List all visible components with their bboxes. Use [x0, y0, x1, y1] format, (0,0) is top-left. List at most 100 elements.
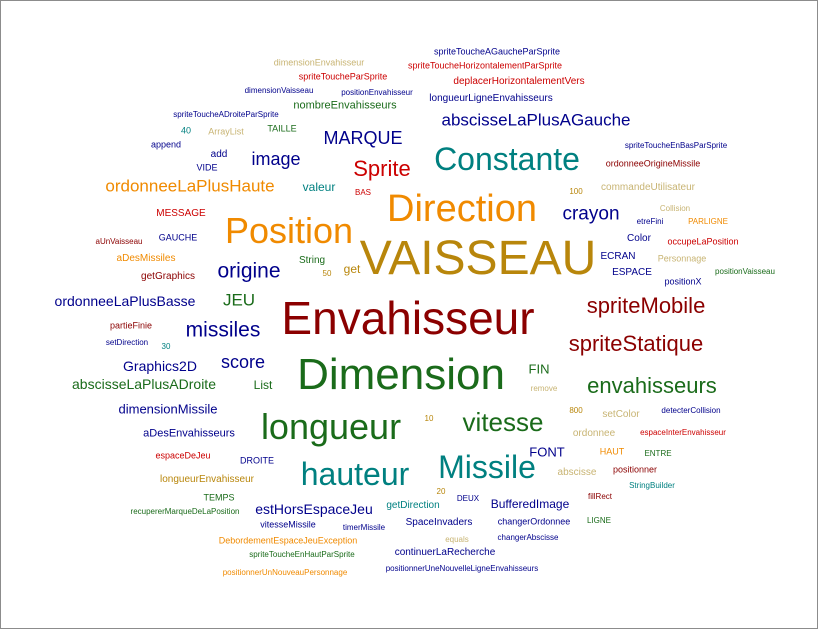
- word: MARQUE: [323, 128, 403, 148]
- word: LIGNE: [586, 516, 612, 525]
- word: spriteToucheAGaucheParSprite: [433, 46, 561, 57]
- word: JEU: [222, 290, 256, 310]
- word: aUnVaisseau: [95, 237, 143, 246]
- word: fillRect: [587, 492, 613, 501]
- word: TAILLE: [267, 123, 297, 134]
- word: List: [253, 378, 273, 392]
- word: Collision: [659, 204, 691, 213]
- word: ordonneeLaPlusHaute: [105, 176, 275, 196]
- word: Envahisseur: [281, 292, 535, 344]
- word: ESPACE: [612, 267, 652, 278]
- word: add: [210, 149, 228, 160]
- word: getGraphics: [141, 271, 195, 282]
- word: VAISSEAU: [359, 232, 597, 285]
- word: score: [220, 352, 266, 372]
- word: VIDE: [196, 162, 218, 173]
- word: ENTRE: [644, 449, 672, 458]
- word: 50: [322, 269, 332, 278]
- word: changerAbscisse: [497, 533, 559, 542]
- word: GAUCHE: [158, 232, 198, 243]
- word: spriteToucheHorizontalementParSprite: [407, 60, 563, 71]
- word: longueurLigneEnvahisseurs: [429, 93, 553, 104]
- word: abscisseLaPlusAGauche: [441, 110, 631, 130]
- word: deplacerHorizontalementVers: [453, 76, 585, 87]
- word: append: [150, 139, 182, 150]
- word: ordonneeOrigineMissile: [605, 158, 701, 169]
- word: missiles: [185, 318, 261, 342]
- word: DROITE: [239, 455, 275, 466]
- word: spriteMobile: [586, 293, 706, 318]
- word: 30: [161, 342, 171, 351]
- word: image: [251, 149, 301, 169]
- word: occupeLaPosition: [667, 236, 739, 247]
- word: BufferedImage: [490, 497, 570, 511]
- word: continuerLaRecherche: [394, 547, 496, 558]
- word: 40: [180, 125, 192, 136]
- word: ArrayList: [208, 126, 244, 137]
- word: Sprite: [353, 156, 411, 181]
- word: aDesEnvahisseurs: [143, 427, 235, 440]
- word: ordonneeLaPlusBasse: [54, 293, 196, 309]
- word: nombreEnvahisseurs: [293, 99, 397, 112]
- word: 100: [569, 187, 583, 196]
- word: partieFinie: [109, 320, 153, 331]
- word: detecterCollision: [661, 406, 721, 415]
- word: recupererMarqueDeLaPosition: [130, 507, 240, 516]
- word: abscisse: [557, 467, 597, 478]
- word: FONT: [529, 444, 565, 460]
- word: Constante: [434, 141, 580, 177]
- word: crayon: [562, 203, 620, 225]
- word: vitesseMissile: [260, 519, 316, 530]
- word: MESSAGE: [156, 208, 206, 219]
- word: estHorsEspaceJeu: [255, 501, 373, 517]
- word: positionnerUneNouvelleLigneEnvahisseurs: [385, 564, 539, 573]
- word: origine: [217, 259, 281, 283]
- word: Position: [224, 210, 354, 251]
- word: DEUX: [456, 494, 480, 503]
- word: TEMPS: [203, 492, 235, 503]
- word: 10: [424, 414, 434, 423]
- word: DebordementEspaceJeuException: [218, 535, 358, 546]
- word: timerMissile: [342, 523, 386, 532]
- word: spriteToucheEnBasParSprite: [624, 141, 728, 150]
- word: setColor: [602, 409, 640, 420]
- word: get: [343, 262, 361, 276]
- word: vitesse: [462, 407, 544, 437]
- word: aDesMissiles: [116, 253, 176, 264]
- word: HAUT: [599, 446, 625, 457]
- word: ECRAN: [600, 251, 636, 262]
- word: Color: [627, 233, 651, 244]
- word: 20: [436, 487, 446, 496]
- word: espaceInterEnvahisseur: [640, 428, 726, 437]
- word: BAS: [354, 188, 372, 197]
- word: Dimension: [297, 350, 505, 399]
- word: positionX: [664, 276, 702, 287]
- word: hauteur: [300, 456, 410, 492]
- word: Personnage: [657, 253, 707, 264]
- word: remove: [530, 384, 558, 393]
- word: etreFini: [636, 217, 664, 226]
- word: setDirection: [105, 338, 149, 347]
- word: Missile: [438, 449, 536, 485]
- word: StringBuilder: [629, 481, 675, 490]
- word: spriteToucheParSprite: [298, 71, 388, 82]
- word: commandeUtilisateur: [601, 182, 695, 193]
- word: equals: [445, 535, 469, 544]
- word: longueurEnvahisseur: [160, 474, 254, 485]
- word: longueur: [260, 406, 402, 447]
- word: dimensionVaisseau: [244, 86, 314, 95]
- word: Direction: [387, 188, 537, 230]
- word: changerOrdonnee: [497, 516, 571, 527]
- word: Graphics2D: [123, 358, 197, 374]
- word: dimensionMissile: [118, 401, 218, 417]
- word: positionner: [612, 464, 658, 475]
- word: abscisseLaPlusADroite: [72, 376, 216, 392]
- word: positionEnvahisseur: [341, 88, 413, 97]
- word: spriteToucheADroiteParSprite: [173, 110, 279, 119]
- word: PARLIGNE: [688, 217, 728, 226]
- word: positionVaisseau: [715, 267, 775, 276]
- word: ordonnee: [572, 428, 616, 439]
- word: spriteStatique: [568, 331, 704, 356]
- word: FIN: [528, 361, 550, 377]
